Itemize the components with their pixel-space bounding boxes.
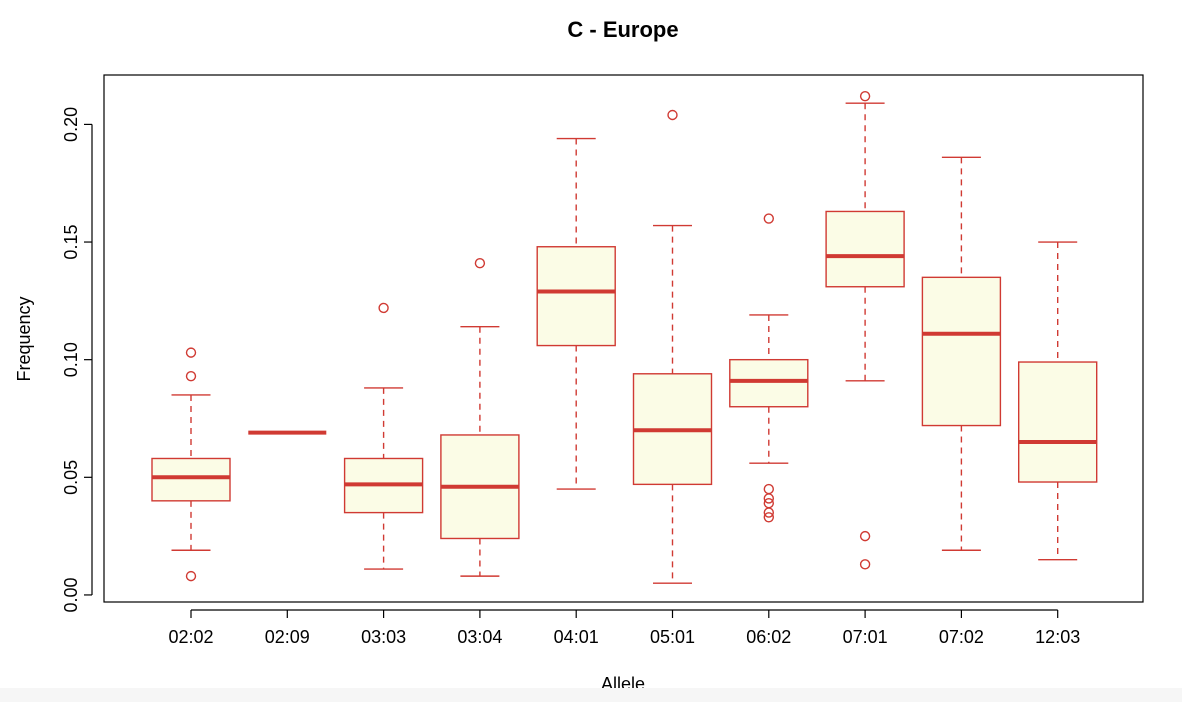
box-group [151, 347, 231, 582]
x-tick-label: 04:01 [554, 627, 599, 647]
box-group [343, 302, 424, 570]
outlier-point [185, 570, 197, 582]
iqr-box [151, 457, 231, 502]
outlier-point [763, 483, 774, 495]
y-axis: 0.00 0.05 0.10 0.15 0.20 [61, 107, 93, 612]
y-tick-label: 0.20 [61, 107, 81, 142]
boxes-layer [151, 90, 1098, 584]
box-group [825, 90, 905, 570]
y-tick-label: 0.05 [61, 460, 81, 495]
outlier-point [859, 90, 871, 102]
x-tick-label: 12:03 [1035, 627, 1080, 647]
y-tick-label: 0.10 [61, 342, 81, 377]
bottom-strip [0, 688, 1182, 702]
outlier-point [185, 370, 197, 382]
x-tick-label: 02:09 [265, 627, 310, 647]
box-group [729, 213, 809, 523]
chart-title: C - Europe [567, 17, 678, 42]
outlier-point [474, 258, 486, 269]
outlier-point [763, 213, 774, 224]
x-tick-label: 03:03 [361, 627, 406, 647]
x-tick-label: 02:02 [168, 627, 213, 647]
outlier-point [185, 347, 197, 358]
outlier-point [763, 493, 774, 504]
y-tick-label: 0.15 [61, 225, 81, 260]
outlier-point [378, 302, 389, 314]
box-group [440, 258, 520, 577]
outlier-point [667, 109, 678, 121]
outlier-point [763, 507, 774, 518]
iqr-box [1018, 361, 1098, 483]
outlier-point [859, 559, 871, 570]
box-group [632, 109, 713, 584]
iqr-box [825, 210, 905, 288]
x-tick-label: 06:02 [746, 627, 791, 647]
y-tick-label: 0.00 [61, 577, 81, 612]
box-group [921, 156, 1002, 551]
x-tick-label: 05:01 [650, 627, 695, 647]
x-axis: 02:02 02:09 03:03 03:04 04:01 05:01 06:02 07:01… [168, 609, 1080, 647]
y-axis-label: Frequency [14, 296, 34, 381]
iqr-box [921, 276, 1002, 427]
iqr-box [729, 358, 809, 408]
outlier-point [859, 530, 871, 542]
iqr-box [536, 246, 616, 347]
x-tick-label: 03:04 [457, 627, 502, 647]
box-group [1018, 241, 1098, 561]
outlier-point [763, 512, 774, 523]
plot-frame [103, 74, 1144, 603]
x-tick-label: 07:02 [939, 627, 984, 647]
box-group [536, 137, 616, 490]
x-tick-label: 07:01 [843, 627, 888, 647]
